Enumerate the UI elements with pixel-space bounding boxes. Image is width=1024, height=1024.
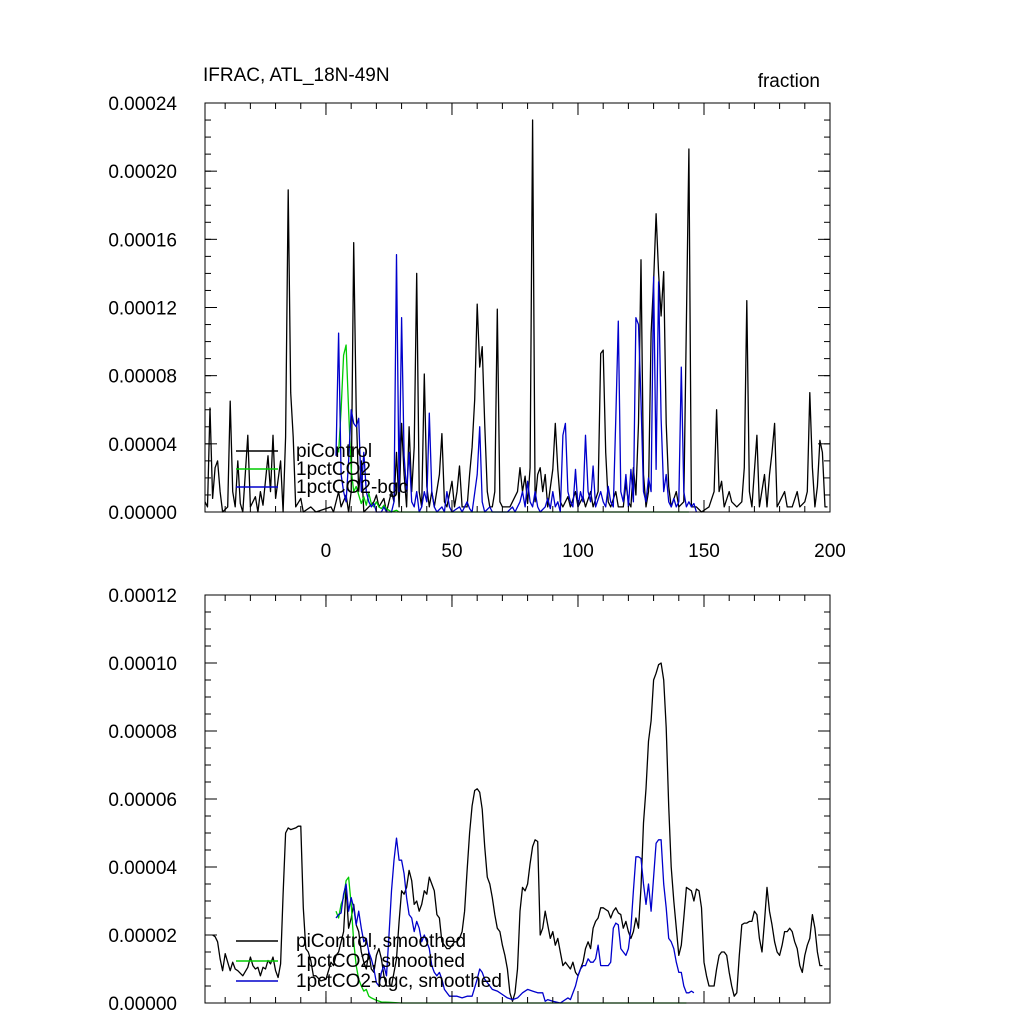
y-tick-label: 0.00002 [108,926,177,947]
x-tick-label: 150 [688,541,720,562]
series-line [212,662,823,1002]
series-line [335,837,695,1004]
bottom-panel: 0.00000 0.00002 0.00004 0.00006 0.00008 0.000… [108,586,831,1015]
x-tick-label: 200 [814,541,846,562]
y-tick-label: 0.00000 [108,994,177,1015]
chart-title: IFRAC, ATL_18N-49N [203,65,390,86]
y-tick-label: 0.00020 [108,162,177,183]
y-tick-label: 0.00000 [108,503,177,524]
y-tick-label: 0.00004 [108,435,177,456]
units-label: fraction [758,71,820,92]
top-panel: IFRAC, ATL_18N-49N fraction 0.000000.000… [108,65,846,562]
x-tick-label: 0 [321,541,332,562]
y-tick-label: 0.00008 [108,367,177,388]
legend-label: piControl [296,441,372,462]
legend-label: 1pctCO2-bgc [296,477,408,498]
y-tick-label: 0.00010 [108,654,177,675]
y-tick-label: 0.00004 [108,858,177,879]
y-tick-label: 0.00006 [108,790,177,811]
y-tick-label: 0.00008 [108,722,177,743]
axes-group: 0.00000 0.00004 0.00008 0.00012 0.00016 0.000… [108,94,846,562]
series-line [335,254,698,513]
x-tick-label: 100 [562,541,594,562]
axes-group: 0.00000 0.00002 0.00004 0.00006 0.00008 0.000… [108,586,831,1015]
legend-label: 1pctCO2-bgc, smoothed [296,971,502,992]
legend-label: 1pctCO2 [296,459,371,480]
y-tick-label: 0.00016 [108,230,177,251]
legend-label: piControl, smoothed [296,931,466,952]
y-tick-label: 0.00012 [108,586,177,607]
y-tick-label: 0.00024 [108,94,177,115]
x-tick-label: 50 [441,541,462,562]
legend-label: 1pctCO2, smoothed [296,951,465,972]
series-line [204,119,828,513]
y-tick-label: 0.00012 [108,299,177,320]
